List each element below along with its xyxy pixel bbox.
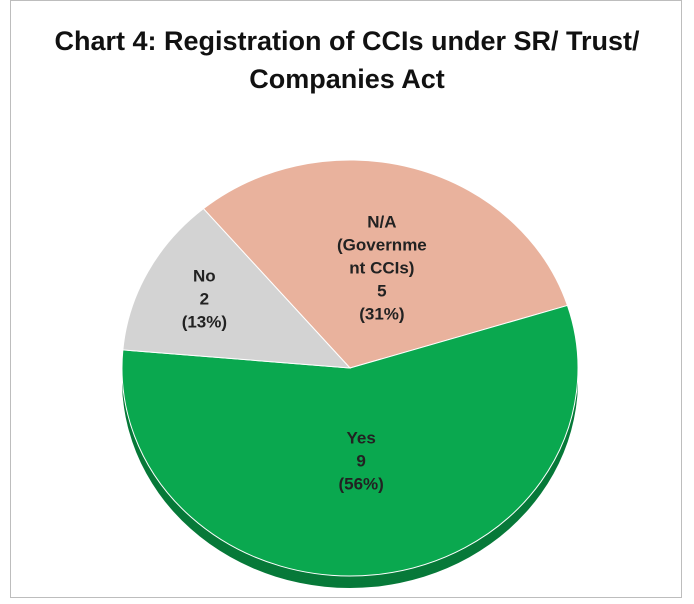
data-label: No 2 (13%) bbox=[159, 264, 249, 333]
label-category: No bbox=[193, 266, 216, 286]
slice bbox=[121, 304, 579, 577]
data-label: N/A (Government CCIs) 5 (31%) bbox=[332, 211, 432, 326]
label-percent: (56%) bbox=[338, 474, 384, 494]
label-value: 5 bbox=[377, 281, 387, 301]
label-category: N/A (Government CCIs) bbox=[337, 212, 427, 278]
label-percent: (31%) bbox=[359, 304, 405, 324]
data-label: Yes 9 (56%) bbox=[316, 427, 406, 496]
label-percent: (13%) bbox=[181, 312, 228, 332]
slice bbox=[202, 159, 569, 369]
slice bbox=[122, 207, 352, 369]
chart-frame bbox=[10, 0, 682, 598]
label-category: Yes bbox=[346, 428, 376, 448]
chart-title: Chart 4: Registration of CCIs under SR/ … bbox=[54, 26, 640, 94]
label-value: 9 bbox=[356, 451, 366, 471]
label-value: 2 bbox=[199, 289, 210, 309]
